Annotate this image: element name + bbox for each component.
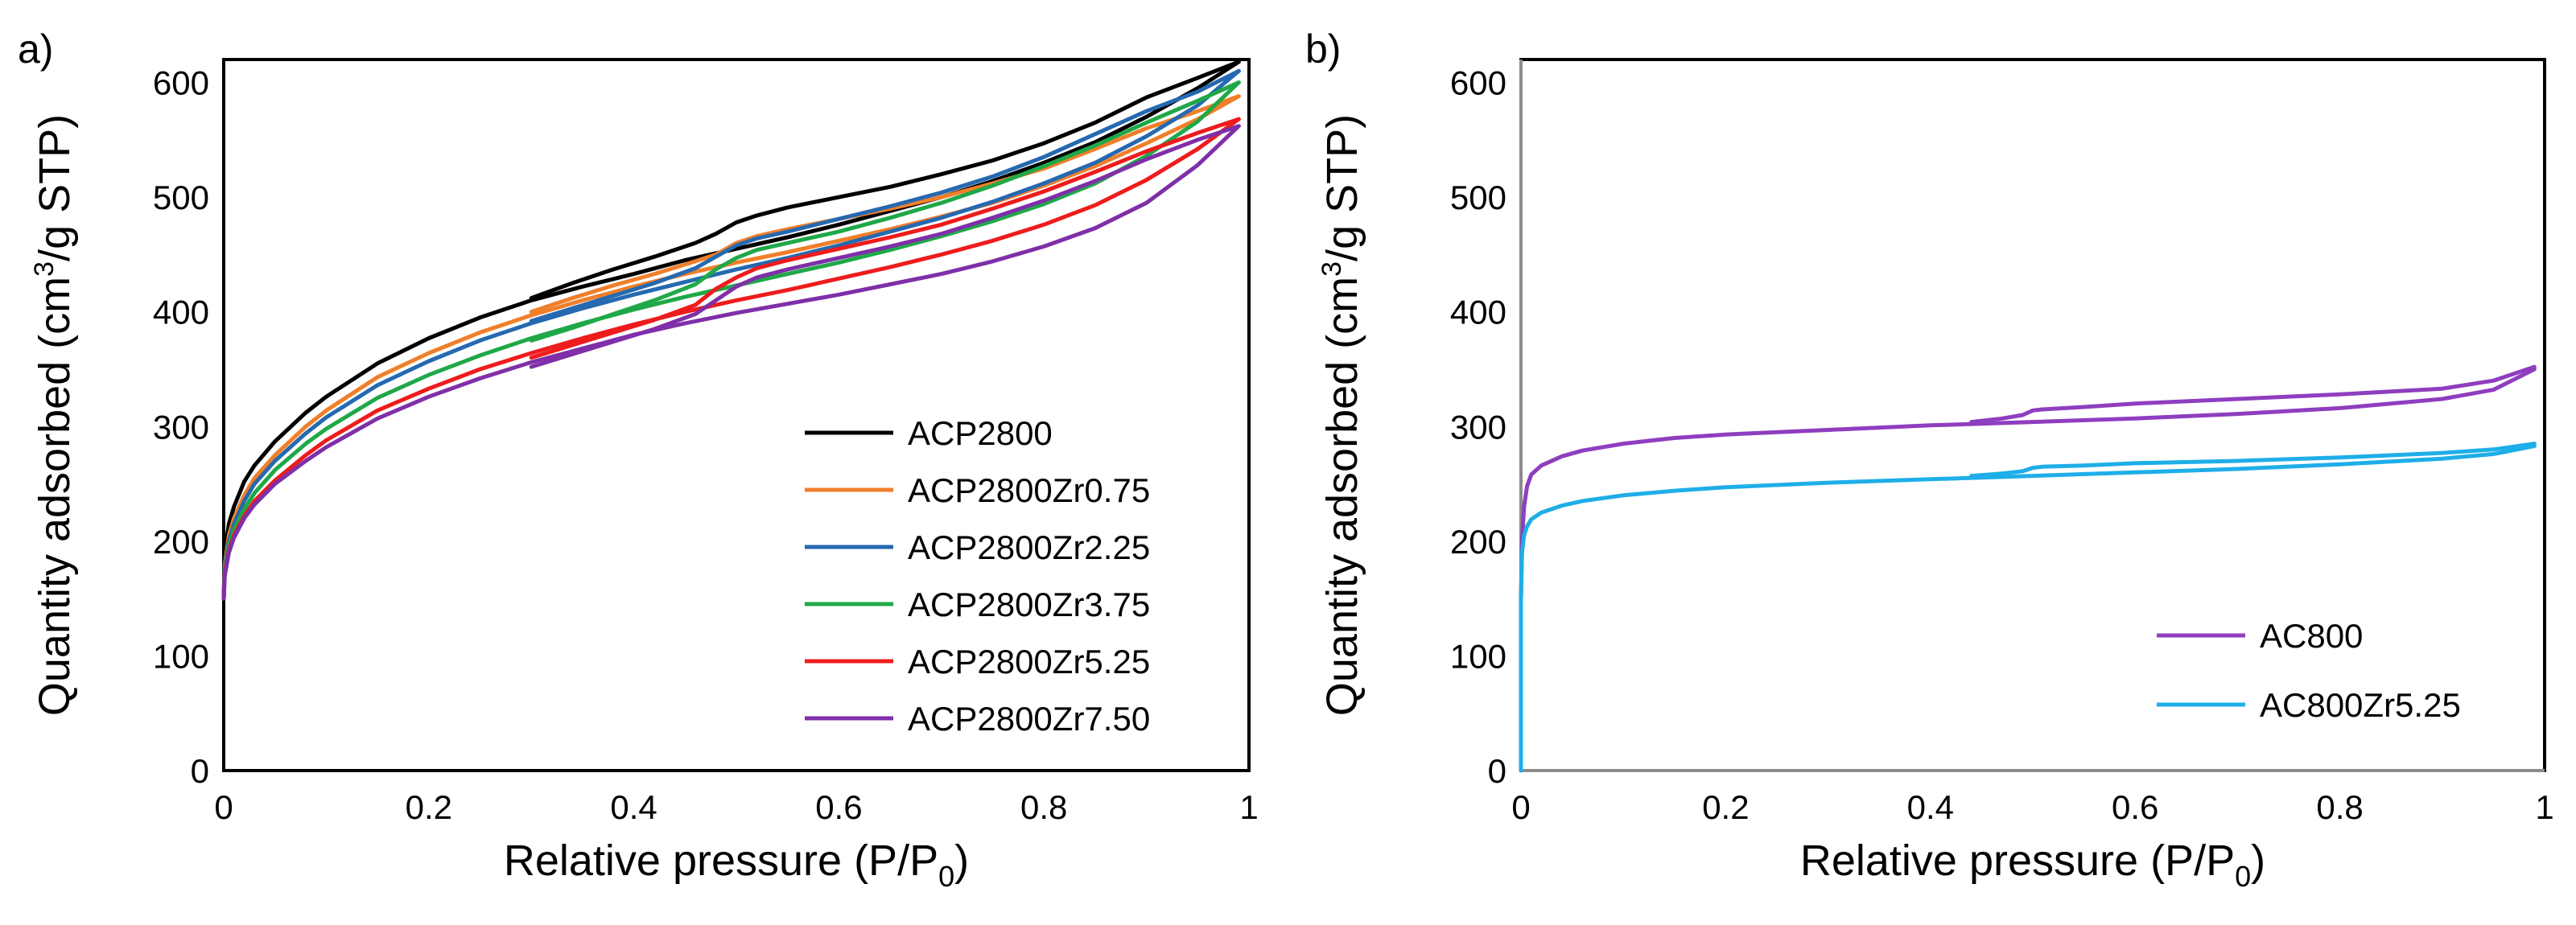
x-tick-label: 0.4 [610,788,657,826]
y-axis-title-main: Quantity adsorbed (cm [1318,277,1366,716]
y-tick-label: 400 [1450,294,1506,331]
x-axis-title-subscript: 0 [2235,860,2251,893]
y-axis-title: Quantity adsorbed (cm3/g STP) [29,114,79,716]
series-acp2800zr7-50 [221,124,1241,601]
y-tick-label: 600 [153,64,209,102]
desorption-branch-line [529,68,1241,323]
adsorption-branch-line [1519,444,2537,773]
x-tick-label: 0.8 [1020,788,1067,826]
x-tick-label: 0.2 [406,788,452,826]
adsorption-branch-line [221,60,1241,601]
desorption-branch-line [529,80,1241,343]
isotherm-chart-a: a) 0 100 200 300 400 500 600 0 0.2 0.4 0.6 0.8 1 Relat… [18,27,1259,893]
plot-area-frame [1519,58,2546,772]
y-tick-label: 100 [153,637,209,675]
x-tick-label: 1 [1239,788,1258,826]
legend-label: ACP2800Zr0.75 [908,471,1150,509]
legend-label: ACP2800 [908,414,1053,452]
series-ac800 [1519,364,2537,773]
adsorption-branch-line [221,124,1241,601]
desorption-branch-line [1969,364,2537,425]
series-acp2800 [221,60,1241,601]
y-axis-title: Quantity adsorbed (cm3/g STP) [1317,114,1366,716]
x-tick-label: 0.4 [1907,788,1954,826]
x-axis-title-end: ) [2251,837,2265,885]
series-acp2800zr0-75 [221,94,1241,601]
x-axis-title-main: Relative pressure (P/P [1800,837,2235,885]
legend-label: ACP2800Zr7.50 [908,700,1150,738]
y-tick-label: 600 [1450,64,1506,102]
desorption-branch-line [1969,442,2537,479]
x-axis-title-end: ) [954,837,969,885]
y-axis-title-superscript: 3 [1317,261,1347,277]
plot-area-frame [222,58,1251,772]
y-tick-label: 300 [1450,408,1506,446]
adsorption-branch-line [221,94,1241,601]
y-tick-label: 100 [1450,637,1506,675]
series-acp2800zr2-25 [221,68,1241,601]
x-tick-label: 0.2 [1702,788,1749,826]
x-tick-label: 0 [214,788,233,826]
y-axis-title-end: /g STP) [1318,114,1366,261]
x-axis-title: Relative pressure (P/P0) [1800,837,2265,893]
legend-label: ACP2800Zr5.25 [908,643,1150,680]
y-tick-label: 500 [1450,179,1506,216]
adsorption-branch-line [221,80,1241,601]
panel-label: b) [1305,27,1341,72]
x-tick-label: 0 [1511,788,1530,826]
isotherm-chart-b: b) 0 100 200 300 400 500 600 0 0.2 0.4 0.6 0.8 1 Relat… [1305,27,2554,893]
series-acp2800zr5-25 [221,117,1241,601]
desorption-branch-line [529,60,1241,301]
x-tick-label: 0.6 [2112,788,2158,826]
y-tick-label: 200 [1450,523,1506,561]
chart-panel-a: a) 0 100 200 300 400 500 600 0 0.2 0.4 0.6 0.8 1 Relat… [18,27,1259,893]
x-axis-title: Relative pressure (P/P0) [504,837,969,893]
series-ac800zr5-25 [1519,442,2537,773]
y-axis-title-superscript: 3 [29,261,60,277]
legend-label: ACP2800Zr3.75 [908,586,1150,623]
chart-panel-b: b) 0 100 200 300 400 500 600 0 0.2 0.4 0.6 0.8 1 Relat… [1288,0,2576,925]
y-tick-label: 500 [153,179,209,216]
series-acp2800zr3-75 [221,80,1241,601]
y-tick-label: 0 [1488,752,1506,790]
x-tick-label: 0.8 [2316,788,2363,826]
x-tick-label: 1 [2535,788,2553,826]
desorption-branch-line [529,117,1241,360]
adsorption-branch-line [221,117,1241,601]
y-tick-label: 300 [153,408,209,446]
x-tick-label: 0.6 [815,788,862,826]
legend-label: AC800 [2260,617,2363,655]
x-axis-title-main: Relative pressure (P/P [504,837,938,885]
y-tick-label: 400 [153,294,209,331]
legend-label: AC800Zr5.25 [2260,686,2461,724]
adsorption-branch-line [221,68,1241,601]
legend-label: ACP2800Zr2.25 [908,528,1150,566]
y-tick-label: 200 [153,523,209,561]
y-axis-title-end: /g STP) [31,114,79,261]
adsorption-branch-line [1519,367,2537,773]
y-tick-label: 0 [191,752,209,790]
y-axis-title-main: Quantity adsorbed (cm [31,277,79,716]
panel-label: a) [18,27,53,72]
desorption-branch-line [529,124,1241,369]
x-axis-title-subscript: 0 [938,860,954,893]
